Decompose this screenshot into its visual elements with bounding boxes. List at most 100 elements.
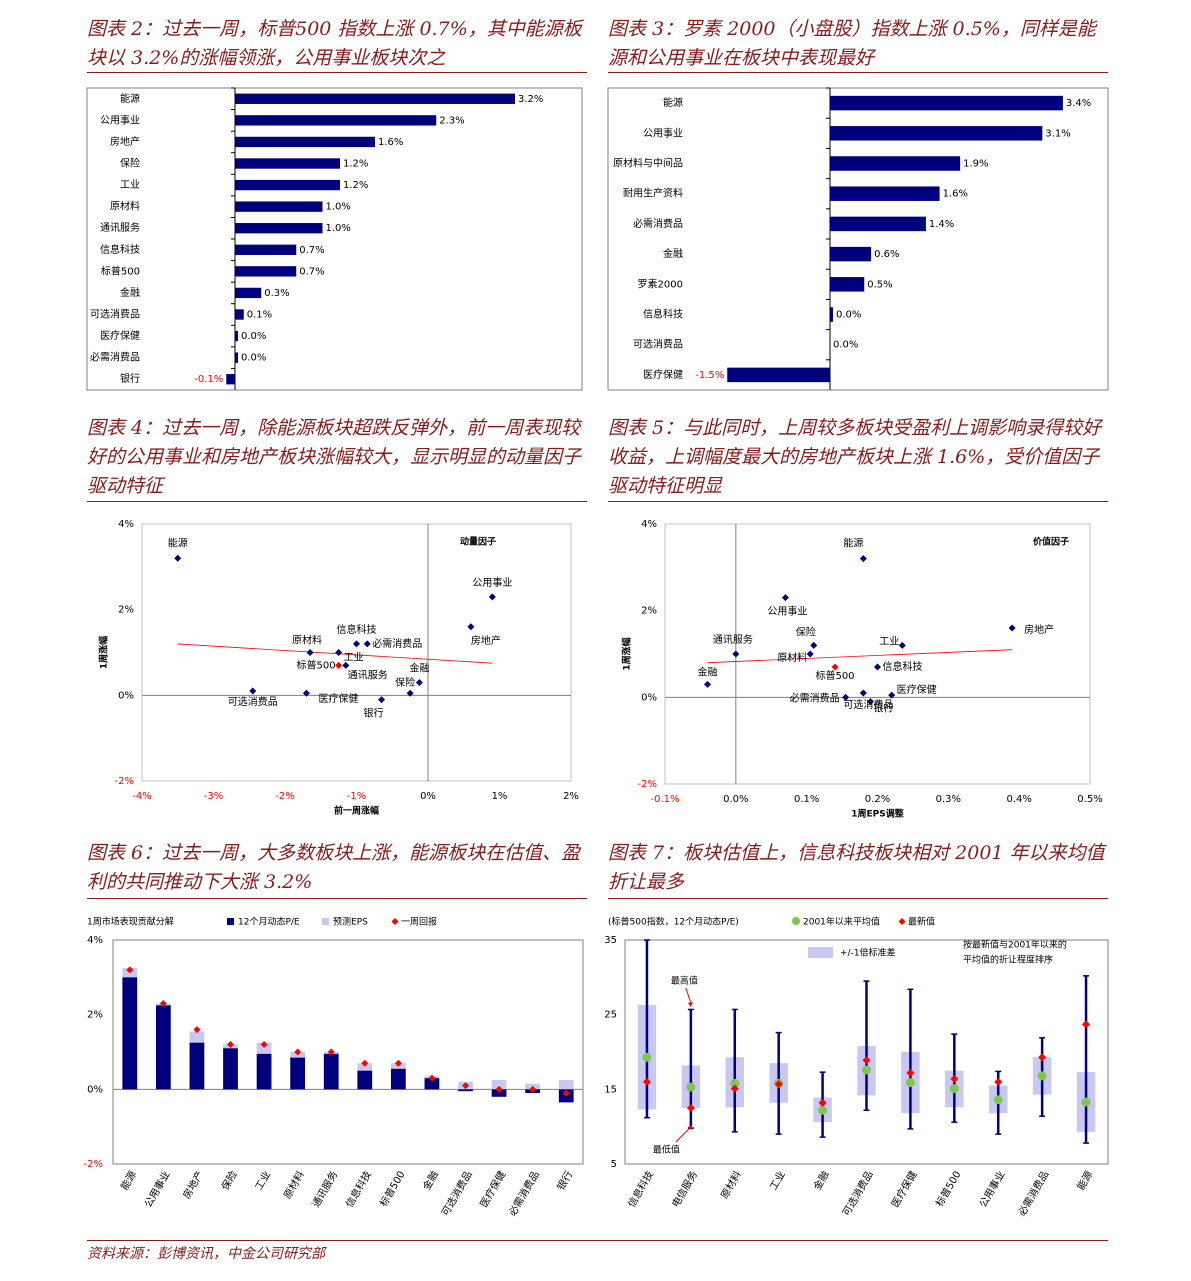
c2-value-label: 0.3%: [264, 288, 289, 299]
c7-latest-marker: [642, 1077, 651, 1086]
c4-point-label: 工业: [344, 652, 364, 664]
c4-point-label: 医疗保健: [318, 692, 358, 705]
c7-mean-marker: [905, 1078, 915, 1088]
c6-return-marker: [126, 966, 134, 974]
c5-plot-area: [664, 523, 1091, 785]
c7-category-label: 必需消费品: [1015, 1169, 1051, 1219]
c3-bar: [830, 126, 1043, 141]
c5-x-tick-label: 0.4%: [1006, 794, 1031, 805]
c4-x-tick-label: -4%: [132, 791, 151, 802]
c2-bar: [235, 115, 437, 126]
c6-category-label: 可选消费品: [438, 1169, 474, 1219]
c7-category-label: 工业: [767, 1169, 787, 1192]
c6-category-label: 工业: [253, 1169, 273, 1192]
c2-bar: [235, 136, 375, 148]
source-note: 资料来源：彭博资讯，中金公司研究部: [87, 1246, 325, 1262]
c6-legend-swatch-return: [391, 918, 399, 925]
c6-category-label: 房地产: [180, 1169, 206, 1201]
c4-plot-area: [141, 523, 572, 782]
c5-point-label: 原材料: [777, 651, 807, 664]
c2-category-label: 工业: [120, 179, 140, 191]
c5-point-label: 保险: [796, 625, 816, 638]
c4-point: [363, 640, 371, 648]
c7-legend-label-mean: 2001年以来平均值: [803, 916, 880, 928]
c6-return-marker: [227, 1041, 234, 1049]
c7-mean-marker: [993, 1095, 1003, 1105]
c5-point-label: 工业: [879, 635, 899, 647]
c6-category-label: 保险: [218, 1169, 239, 1193]
c4-legend: 动量因子: [460, 536, 496, 548]
c4-point: [415, 678, 423, 686]
c7-latest-marker: [730, 1084, 739, 1093]
c2-value-label: 0.0%: [241, 331, 266, 342]
c2-bar: [235, 309, 244, 320]
c5-point-label: 信息科技: [883, 660, 923, 673]
c4-x-tick-label: 0%: [420, 791, 436, 802]
chart6-title-rule: [87, 898, 587, 899]
c5-y-tick-label: 0%: [641, 692, 657, 703]
c2-category-label: 可选消费品: [90, 308, 140, 321]
c3-category-label: 信息科技: [643, 308, 683, 321]
c5-point: [888, 691, 896, 699]
chart6-title: 图表 6：过去一周，大多数板块上涨，能源板块在估值、盈利的共同推动下大涨 3.2…: [87, 842, 581, 893]
c6-return-marker: [394, 1059, 402, 1067]
c5-point: [704, 680, 711, 688]
c7-y-tick-label: 35: [604, 935, 617, 946]
c6-return-marker: [495, 1085, 503, 1093]
c3-value-label: 1.6%: [943, 189, 968, 200]
c4-y-tick-label: 4%: [118, 519, 134, 530]
c6-pe-bar: [458, 1089, 473, 1092]
c3-category-label: 金融: [663, 247, 683, 260]
chart2-title-rule: [87, 72, 587, 73]
c6-category-label: 医疗保健: [477, 1169, 508, 1210]
c3-value-label: 3.1%: [1045, 128, 1070, 139]
c6-category-label: 能源: [118, 1169, 139, 1193]
c7-mean-marker: [686, 1082, 696, 1092]
c4-y-tick-label: 0%: [118, 690, 134, 701]
c3-category-label: 公用事业: [643, 126, 683, 139]
c5-point: [898, 641, 906, 649]
c2-bar: [235, 179, 340, 191]
c3-category-label: 能源: [663, 96, 683, 109]
c3-category-label: 罗素2000: [638, 277, 683, 290]
c5-point: [732, 650, 740, 658]
c2-value-label: 0.1%: [247, 310, 272, 321]
c6-category-label: 通讯服务: [309, 1169, 340, 1210]
c5-point-label: 医疗保健: [897, 683, 937, 696]
c6-return-marker: [428, 1074, 436, 1082]
c3-category-label: 耐用生产资料: [623, 187, 683, 200]
c7-mean-marker: [642, 1052, 652, 1062]
c4-x-tick-label: -3%: [204, 791, 223, 802]
c6-return-marker: [327, 1048, 335, 1056]
c5-x-axis-label: 1周EPS调整: [851, 808, 904, 820]
c2-bar: [235, 93, 515, 104]
c4-point: [335, 661, 343, 669]
c7-category-label: 金融: [811, 1169, 832, 1193]
c7-annotation-high: 最高值: [671, 975, 698, 987]
c3-category-label: 原材料与中间品: [613, 157, 683, 170]
c6-pe-bar: [491, 1089, 507, 1097]
c5-legend: 价值因子: [1033, 536, 1069, 548]
c5-x-tick-label: 0.0%: [723, 794, 748, 805]
c4-point: [335, 649, 343, 656]
c7-latest-marker: [774, 1080, 783, 1089]
c2-category-label: 公用事业: [100, 113, 140, 126]
c2-value-label: -0.1%: [194, 374, 223, 385]
c7-annotation-high-arrowhead: [687, 1002, 693, 1007]
c2-category-label: 医疗保健: [100, 329, 140, 342]
c7-mean-marker: [730, 1078, 740, 1088]
c7-latest-marker: [906, 1068, 915, 1077]
c6-pe-bar: [357, 1070, 373, 1090]
c7-annotation-low: 最低值: [653, 1144, 680, 1156]
c5-x-tick-label: 0.2%: [865, 794, 890, 805]
c3-value-label: 0.5%: [867, 279, 892, 290]
c2-category-label: 银行: [120, 372, 140, 385]
c7-latest-marker: [686, 1104, 695, 1112]
c6-pe-bar: [424, 1078, 440, 1090]
c7-latest-marker: [994, 1077, 1003, 1086]
c5-x-tick-label: 0.3%: [936, 794, 961, 805]
c6-eps-bar: [357, 1063, 373, 1071]
c4-point-label: 能源: [168, 536, 188, 549]
c5-point: [859, 689, 867, 697]
